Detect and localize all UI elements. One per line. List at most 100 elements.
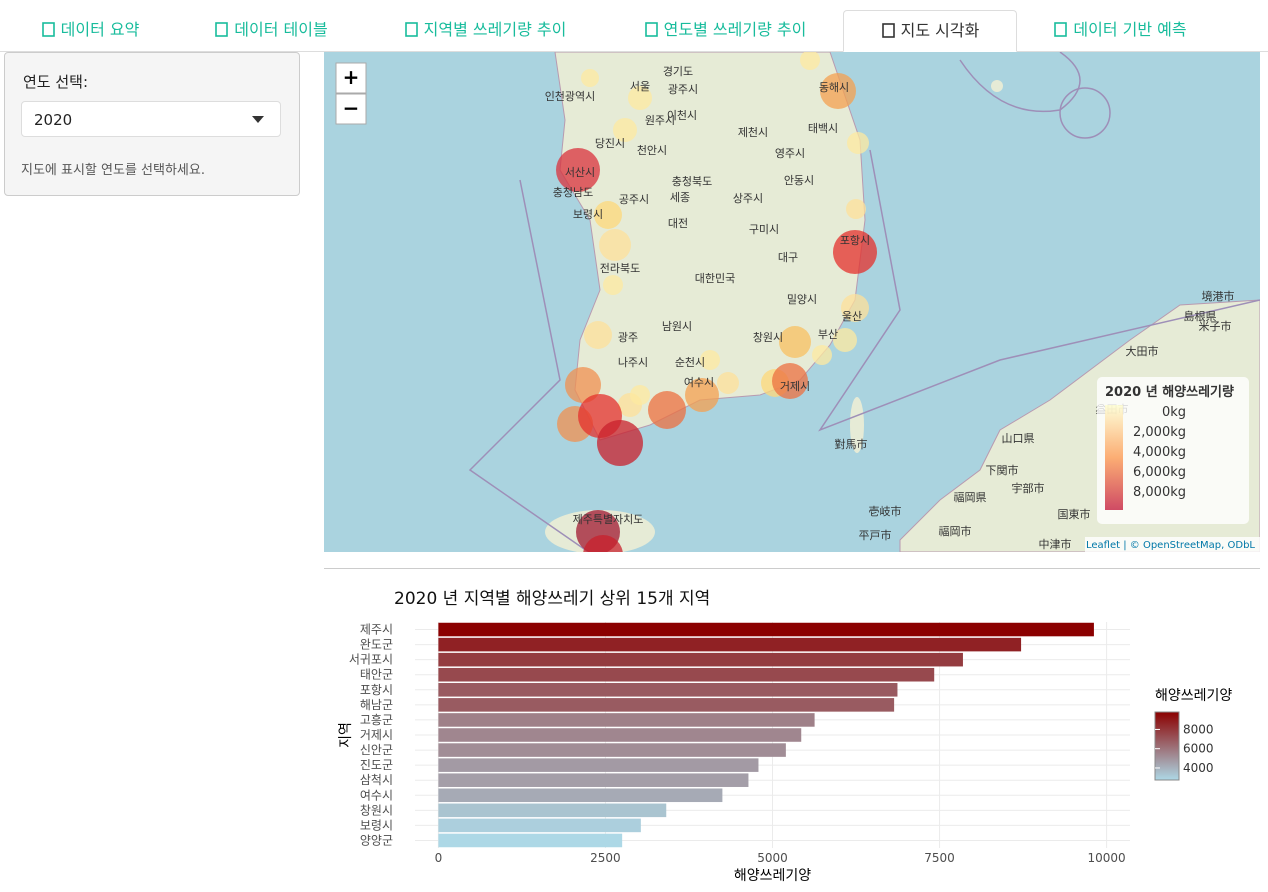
place-label: 경기도: [663, 65, 693, 78]
map-marker: [648, 391, 686, 429]
place-label: 울산: [842, 310, 862, 323]
map-marker: [581, 69, 599, 87]
map-marker: [779, 326, 811, 358]
colorbar-label: 6000: [1183, 742, 1214, 756]
bar: [438, 622, 1094, 637]
map-marker: [599, 229, 631, 261]
y-tick-label: 여수시: [360, 788, 393, 802]
bar: [438, 743, 786, 757]
place-label: 창원시: [753, 331, 783, 344]
place-label: 순천시: [675, 355, 705, 369]
bar: [438, 667, 935, 682]
legend-label: 4,000kg: [1133, 445, 1186, 460]
year-select[interactable]: 2020: [21, 101, 281, 137]
map-marker: [565, 367, 601, 403]
chart-title: 2020 년 지역별 해양쓰레기 상위 15개 지역: [394, 589, 710, 609]
zoom-button[interactable]: [335, 93, 367, 125]
y-tick-label: 서귀포시: [349, 653, 393, 667]
map-marker: [846, 199, 866, 219]
place-label: 전라북도: [600, 262, 640, 275]
y-tick-label: 창원시: [360, 803, 393, 817]
attribution: Leaflet | © OpenStreetMap, ODbL: [1086, 540, 1255, 551]
y-tick-label: 고흥군: [360, 713, 393, 727]
legend-box: [1097, 377, 1249, 524]
map-marker: [594, 201, 622, 229]
y-tick-label: 거제시: [360, 728, 393, 742]
place-label: 대전: [668, 217, 688, 230]
place-label: 거제시: [780, 380, 810, 393]
place-label: 충청북도: [672, 175, 712, 188]
legend-gradient: [1105, 405, 1123, 510]
place-label: 中津市: [1039, 538, 1072, 551]
place-label: 福岡県: [954, 491, 987, 504]
help-text: 지도에 표시할 연도를 선택하세요.: [21, 163, 205, 178]
map-marker: [847, 132, 869, 154]
tab[interactable]: 데이터 요약: [20, 10, 160, 50]
x-tick-label: 7500: [924, 851, 955, 865]
map-marker: [800, 52, 820, 70]
caret: [252, 116, 264, 123]
zoom-button[interactable]: [335, 62, 367, 94]
tab[interactable]: 지도 시각화: [843, 10, 1017, 52]
place-label: 광주시: [668, 83, 698, 96]
place-label: 상주시: [733, 192, 763, 205]
tab-icon: [644, 22, 658, 37]
map-marker: [613, 118, 637, 142]
map-marker: [812, 345, 832, 365]
y-tick-label: 해남군: [360, 698, 393, 712]
place-label: 세종: [670, 191, 690, 204]
legend-title: 2020 년 해양쓰레기량: [1105, 384, 1234, 400]
y-tick-label: 완도군: [360, 638, 393, 652]
place-label: 對馬市: [835, 438, 868, 451]
tab-label: 데이터 기반 예측: [1073, 20, 1187, 39]
map-marker: [603, 275, 623, 295]
tab[interactable]: 데이터 기반 예측: [1030, 10, 1210, 50]
place-label: 여수시: [684, 376, 714, 389]
map-marker: [583, 535, 623, 552]
place-label: 부산: [818, 328, 838, 341]
bar: [438, 698, 895, 712]
map-marker: [772, 363, 808, 399]
tab-icon: [881, 23, 895, 38]
place-label: 서산시: [565, 166, 595, 179]
y-tick-label: 포항시: [360, 683, 393, 697]
tab[interactable]: 연도별 쓰레기량 추이: [620, 10, 830, 50]
place-label: 원주시: [645, 114, 675, 127]
place-label: 대구: [778, 251, 798, 264]
zoom-label: −: [343, 96, 360, 120]
divider: [324, 568, 1260, 569]
place-label: 남원시: [662, 320, 692, 333]
colorbar-label: 4000: [1183, 761, 1214, 775]
map-marker: [833, 230, 877, 274]
map-marker: [820, 73, 856, 109]
tab[interactable]: 지역별 쓰레기량 추이: [380, 10, 590, 50]
tab-label: 지역별 쓰레기량 추이: [423, 20, 567, 39]
year-value: 2020: [34, 111, 73, 129]
map-marker: [584, 321, 612, 349]
place-label: 宇部市: [1012, 482, 1045, 495]
bar: [438, 728, 802, 742]
y-axis-title: 지역: [338, 722, 354, 748]
map-marker: [628, 86, 652, 110]
bar: [438, 713, 815, 727]
map-marker: [717, 372, 739, 394]
place-label: 천안시: [637, 143, 667, 157]
tab-label: 지도 시각화: [900, 21, 980, 40]
place-label: 福岡市: [939, 525, 972, 538]
bar: [438, 833, 623, 848]
x-axis-title: 해양쓰레기양: [734, 868, 811, 884]
place-label: 이천시: [667, 108, 697, 122]
y-tick-label: 태안군: [360, 668, 393, 682]
map-marker: [841, 294, 869, 322]
tab[interactable]: 데이터 테이블: [196, 10, 346, 50]
tab-icon: [215, 22, 229, 37]
colorbar: [1154, 711, 1180, 781]
x-tick-label: 0: [435, 851, 443, 865]
place-label: 제주특별자치도: [573, 513, 644, 526]
bar: [438, 818, 641, 833]
tab-bar: 데이터 요약 데이터 테이블 지역별 쓰레기량 추이 연도별 쓰레기량 추이 지도 시각…: [0, 0, 1268, 52]
y-tick-label: 삼척시: [360, 773, 393, 787]
place-label: 공주시: [619, 193, 649, 206]
